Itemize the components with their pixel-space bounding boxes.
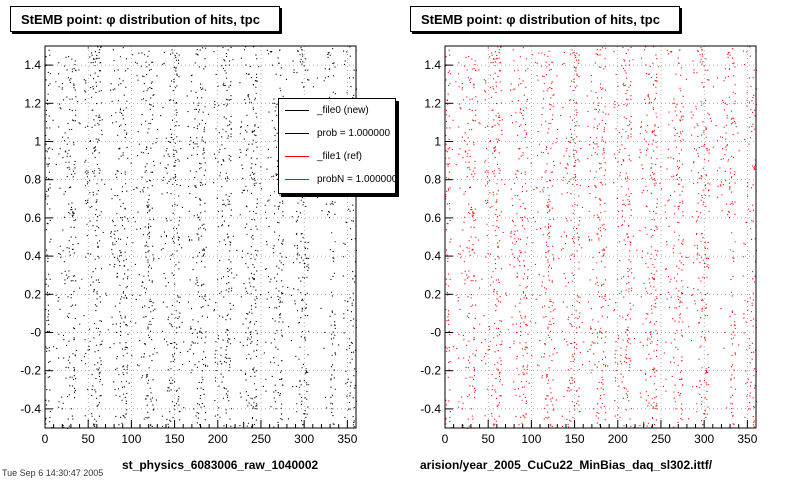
y-tick-label: 1.2 xyxy=(24,96,41,110)
x-tick-label: 200 xyxy=(608,432,628,446)
y-tick-label: -0 xyxy=(430,326,441,340)
x-tick-label: 50 xyxy=(82,432,96,446)
x-tick-label: 50 xyxy=(482,432,496,446)
y-tick-label: -0.4 xyxy=(420,402,441,416)
legend-label: _file0 (new) xyxy=(317,104,369,116)
y-tick-label: -0 xyxy=(30,326,41,340)
x-tick-label: 150 xyxy=(565,432,585,446)
legend-entry-probN: probN = 1.000000 xyxy=(279,169,396,189)
plot-panel-0: 0 50 100 150 200 250 300 350 -0.4 -0.2 -0 0.2 0.4 0.6… xyxy=(20,45,358,446)
x-tick-label: 100 xyxy=(121,432,141,446)
y-tick-label: 1 xyxy=(34,135,41,149)
y-tick-label: 1.2 xyxy=(424,96,441,110)
y-tick-label: 1.4 xyxy=(424,58,441,72)
legend-line-black xyxy=(285,109,309,111)
timestamp: Tue Sep 6 14:30:47 2005 xyxy=(2,468,104,478)
x-tick-label: 200 xyxy=(208,432,228,446)
legend-line-black xyxy=(285,132,309,134)
y-tick-label: 0.6 xyxy=(24,211,41,225)
y-tick-label: 0.8 xyxy=(24,173,41,187)
right-plot-title: StEMB point: φ distribution of hits, tpc xyxy=(410,6,680,32)
plot-area xyxy=(445,46,756,428)
left-plot-title: StEMB point: φ distribution of hits, tpc xyxy=(10,6,280,32)
x-tick-label: 0 xyxy=(442,432,449,446)
y-tick-label: 0.2 xyxy=(24,287,41,301)
legend: _file0 (new) prob = 1.000000 _file1 (ref… xyxy=(278,98,396,194)
legend-entry-prob: prob = 1.000000 xyxy=(279,123,395,143)
y-tick-label: 0.2 xyxy=(424,287,441,301)
x-tick-label: 100 xyxy=(521,432,541,446)
x-tick-label: 300 xyxy=(694,432,714,446)
y-tick-label: 0.8 xyxy=(424,173,441,187)
legend-label: prob = 1.000000 xyxy=(317,127,391,139)
right-x-label: arision/year_2005_CuCu22_MinBias_daq_sl3… xyxy=(420,458,713,472)
plot-panel-1: 0 50 100 150 200 250 300 350 -0.4 -0.2 -0 0.2 0.4 0.6… xyxy=(420,45,758,446)
legend-label: _file1 (ref) xyxy=(317,150,363,162)
left-x-label: st_physics_6083006_raw_1040002 xyxy=(122,458,319,472)
legend-label: probN = 1.000000 xyxy=(317,173,396,185)
x-tick-label: 350 xyxy=(737,432,757,446)
legend-line-red xyxy=(285,178,309,180)
legend-entry-file1: _file1 (ref) xyxy=(279,146,395,166)
y-tick-label: -0.4 xyxy=(20,402,41,416)
legend-entry-file0: _file0 (new) xyxy=(279,100,395,120)
x-tick-label: 250 xyxy=(251,432,271,446)
y-tick-label: 1.4 xyxy=(24,58,41,72)
x-tick-label: 0 xyxy=(42,432,49,446)
x-tick-label: 250 xyxy=(651,432,671,446)
legend-line-red xyxy=(285,155,309,157)
y-tick-label: 1 xyxy=(434,135,441,149)
x-tick-label: 150 xyxy=(165,432,185,446)
x-tick-label: 300 xyxy=(294,432,314,446)
y-tick-label: 0.4 xyxy=(424,249,441,263)
y-tick-label: -0.2 xyxy=(420,364,441,378)
y-tick-label: 0.4 xyxy=(24,249,41,263)
y-tick-label: -0.2 xyxy=(20,364,41,378)
x-tick-label: 350 xyxy=(337,432,357,446)
y-tick-label: 0.6 xyxy=(424,211,441,225)
